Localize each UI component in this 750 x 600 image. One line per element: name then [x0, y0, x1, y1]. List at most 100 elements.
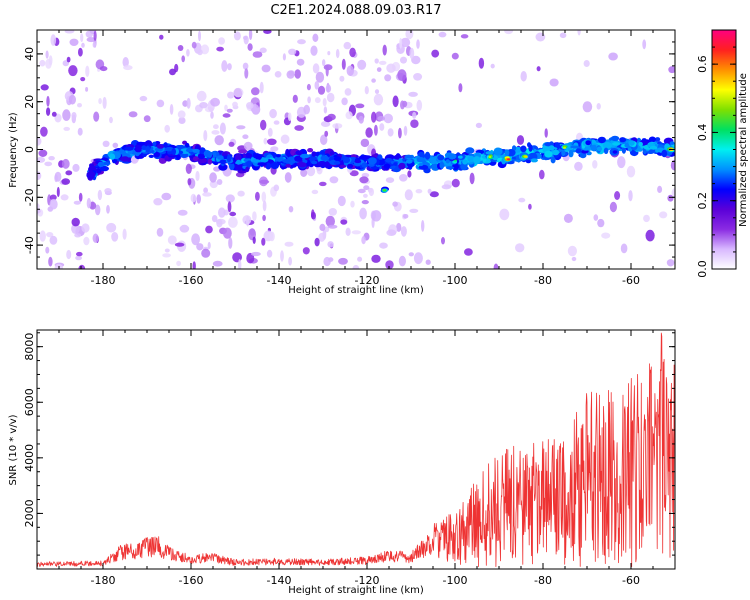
heatmap-cell [273, 120, 280, 125]
heatmap-cell [490, 63, 495, 69]
heatmap-cell [39, 59, 46, 67]
heatmap-cell [181, 55, 185, 63]
heatmap-cell [211, 151, 217, 159]
heatmap-cell [478, 57, 485, 69]
heatmap-cell [427, 188, 432, 194]
heatmap-cell [210, 97, 221, 107]
heatmap-cell [397, 69, 407, 81]
heatmap-cell [73, 200, 81, 205]
heatmap-cell [98, 98, 102, 105]
heatmap-cell [252, 236, 256, 244]
heatmap-cell [485, 151, 494, 155]
heatmap-cell [312, 63, 320, 74]
heatmap-cell [97, 189, 103, 201]
heatmap-cell [314, 97, 321, 104]
heatmap-cell [516, 135, 525, 145]
heatmap-cell [102, 140, 110, 147]
heatmap-cell [197, 153, 206, 160]
heatmap-cell [570, 145, 580, 149]
heatmap-cell [255, 191, 260, 201]
heatmap-cell [429, 191, 439, 198]
heatmap-cell [186, 49, 190, 57]
heatmap-cell [86, 197, 92, 209]
heatmap-cell [452, 162, 459, 171]
heatmap-cell [320, 155, 329, 161]
heatmap-cell [457, 155, 463, 159]
heatmap-cell [68, 94, 76, 105]
heatmap-cell [322, 98, 327, 107]
heatmap-cell [83, 236, 90, 246]
heatmap-cell [242, 62, 249, 70]
heatmap-cell [648, 136, 657, 143]
snr-series-line [37, 332, 675, 567]
heatmap-cell [403, 214, 409, 219]
heatmap-cell [207, 158, 213, 165]
heatmap-cell [643, 214, 650, 223]
heatmap-cell [111, 232, 119, 242]
heatmap-cell [563, 213, 573, 223]
heatmap-cell [191, 41, 197, 49]
heatmap-cell [493, 147, 503, 156]
x-tick-label: -160 [179, 274, 204, 287]
heatmap-cell [235, 153, 242, 162]
heatmap-cell [614, 191, 621, 200]
heatmap-cell [405, 159, 413, 164]
y-tick-label: 0 [23, 146, 36, 153]
heatmap-cell [319, 181, 327, 187]
heatmap-cell [246, 160, 253, 168]
heatmap-cell [315, 71, 325, 83]
heatmap-cell [226, 154, 232, 163]
heatmap-peak [563, 146, 566, 149]
heatmap-cell [499, 208, 510, 221]
heatmap-cell [61, 178, 70, 185]
heatmap-cell [324, 130, 329, 137]
heatmap-cell [371, 254, 381, 263]
heatmap-cell [225, 194, 235, 203]
heatmap-cell [385, 158, 393, 163]
heatmap-cell [280, 250, 284, 262]
heatmap-cell [248, 30, 253, 40]
heatmap-cell [460, 34, 469, 39]
heatmap-cell [364, 86, 369, 95]
snr-x-ticks: -180 -160 -140 -120 -100 -80 -60 [58, 330, 676, 587]
heatmap-cell [167, 235, 177, 245]
heatmap-cell [378, 60, 387, 65]
heatmap-cell [273, 184, 280, 192]
heatmap-cell [106, 204, 110, 214]
heatmap-cell [163, 142, 168, 148]
heatmap-cell [282, 159, 291, 163]
heatmap-cell [318, 232, 326, 242]
heatmap-cell [583, 60, 590, 67]
x-tick-label: -180 [91, 274, 116, 287]
heatmap-cell [298, 162, 307, 168]
heatmap-cell [469, 172, 475, 185]
heatmap-cell [656, 147, 664, 151]
heatmap-cell [54, 171, 62, 182]
heatmap-cell [592, 160, 598, 169]
heatmap-cell [86, 37, 96, 43]
heatmap-cell [421, 220, 425, 232]
heatmap-cell [359, 176, 369, 184]
heatmap-cell [324, 226, 330, 233]
heatmap-cell [626, 165, 636, 178]
heatmap-cell [327, 113, 336, 121]
heatmap-cell [329, 151, 335, 156]
heatmap-cell [574, 161, 583, 171]
heatmap-cell [275, 154, 281, 158]
heatmap-cell [341, 58, 346, 70]
heatmap-cell [333, 156, 342, 162]
heatmap-cell [593, 214, 599, 221]
heatmap-cell [214, 135, 224, 146]
heatmap-cell [399, 37, 403, 49]
heatmap-cell [319, 223, 326, 231]
heatmap-cell [596, 103, 601, 110]
y-tick-label: 4000 [23, 444, 36, 472]
heatmap-cell [196, 194, 201, 204]
heatmap-cell [579, 152, 587, 159]
heatmap-cell [216, 179, 223, 185]
heatmap-cell [211, 215, 218, 223]
heatmap-cell [100, 165, 109, 172]
heatmap-cell [416, 39, 420, 49]
heatmap-cell [306, 83, 311, 91]
